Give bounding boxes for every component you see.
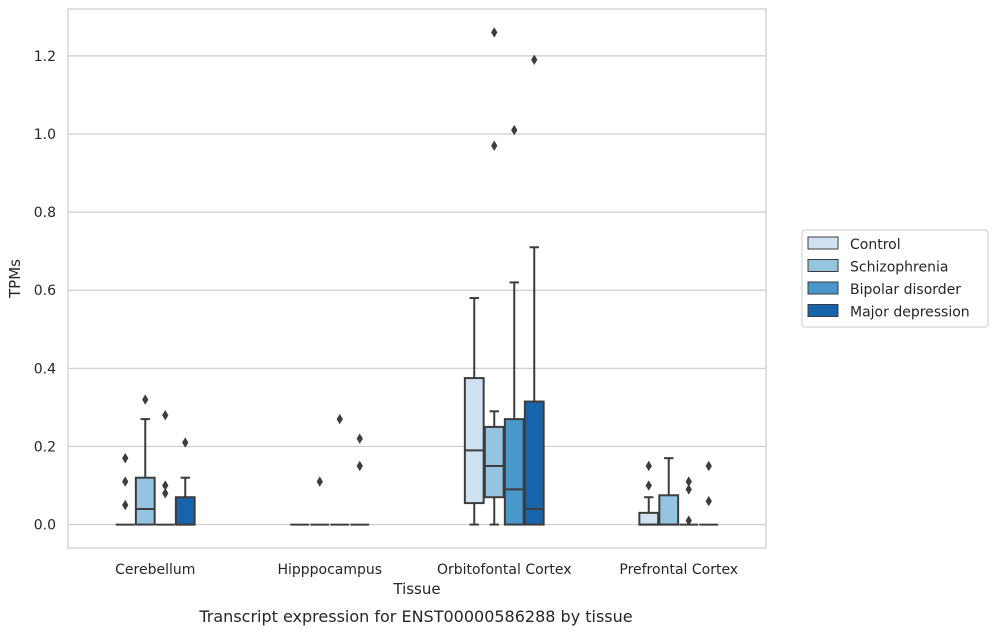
x-tick-label: Cerebellum [115, 562, 195, 578]
outlier-point [122, 476, 129, 487]
box-major-depression [523, 54, 545, 526]
legend-item: Major depression [807, 304, 970, 321]
legend-item: Bipolar disorder [807, 281, 961, 298]
outlier-point [705, 495, 712, 507]
outlier-point [705, 460, 712, 472]
legend-label: Control [850, 237, 901, 253]
y-tick-label: 0.2 [34, 439, 56, 455]
y-tick-label: 0.6 [34, 283, 56, 299]
y-axis-label: TPMs [6, 259, 24, 299]
outlier-point [491, 140, 498, 151]
box-iqr [523, 400, 545, 526]
outlier-point [356, 433, 363, 444]
outlier-point [142, 394, 149, 405]
outlier-point [491, 27, 498, 38]
outlier-point [162, 488, 169, 499]
outlier-point [316, 476, 323, 487]
box-iqr [483, 425, 505, 499]
box-iqr [463, 377, 485, 505]
outlier-point [162, 410, 169, 421]
box-major-depression [350, 433, 370, 526]
box-schizophrenia [134, 394, 156, 526]
gridlines [68, 55, 766, 526]
legend-label: Schizophrenia [850, 260, 948, 276]
outlier-point [685, 476, 692, 487]
legend-item: Schizophrenia [807, 259, 948, 276]
outlier-point [645, 480, 652, 491]
box-iqr [658, 494, 680, 526]
legend-swatch [807, 259, 839, 272]
box-control [115, 452, 135, 526]
legend-swatch [807, 304, 839, 317]
outlier-point [645, 460, 652, 472]
box-control [463, 297, 485, 526]
box-bipolar-disorder [330, 413, 350, 526]
box-major-depression [699, 460, 719, 526]
x-axis-label: Tissue [392, 580, 440, 598]
box-bipolar-disorder [155, 410, 175, 526]
y-tick-label: 0.8 [34, 205, 56, 221]
outlier-point [511, 124, 518, 136]
outlier-point [162, 480, 169, 491]
outlier-point [356, 460, 363, 472]
x-tick-label: Hipppocampus [277, 562, 382, 578]
box-iqr [503, 418, 525, 526]
box-groups [115, 27, 719, 526]
box-bipolar-disorder [503, 124, 525, 526]
box-schizophrenia [310, 476, 330, 526]
outlier-point [685, 484, 692, 495]
y-tick-label: 0.4 [34, 361, 56, 377]
y-tick-label: 1.2 [34, 49, 56, 65]
y-tick-labels: 0.0 0.2 0.4 0.6 0.8 1.0 1.2 [34, 49, 56, 534]
y-tick-label: 1.0 [34, 127, 56, 143]
box-control [638, 460, 660, 526]
x-tick-label: Prefrontal Cortex [619, 562, 738, 578]
legend-item: Control [807, 236, 901, 253]
legend-label: Major depression [850, 305, 970, 321]
outlier-point [182, 437, 189, 448]
box-major-depression [174, 437, 196, 526]
y-tick-label: 0.0 [34, 518, 56, 534]
box-iqr [174, 496, 196, 526]
legend-label: Bipolar disorder [850, 282, 961, 298]
outlier-point [122, 452, 129, 464]
box-iqr [134, 476, 156, 526]
legend-frame [801, 229, 989, 328]
outlier-point [336, 413, 343, 425]
outlier-point [122, 499, 129, 511]
legend-swatch [807, 236, 839, 250]
box-schizophrenia [658, 457, 680, 526]
box-schizophrenia [483, 27, 505, 526]
plot-area [67, 8, 767, 549]
box-iqr [638, 511, 660, 526]
outlier-point [531, 54, 538, 65]
chart-caption: Transcript expression for ENST0000058628… [198, 607, 632, 626]
box-bipolar-disorder [679, 476, 699, 526]
legend: Control Schizophrenia Bipolar disorder Majo… [801, 229, 989, 328]
legend-swatch [807, 281, 839, 295]
outlier-point [685, 515, 692, 526]
x-tick-labels: Cerebellum Hipppocampus Orbitofontal Corte… [115, 562, 738, 578]
x-tick-label: Orbitofontal Cortex [437, 562, 572, 578]
